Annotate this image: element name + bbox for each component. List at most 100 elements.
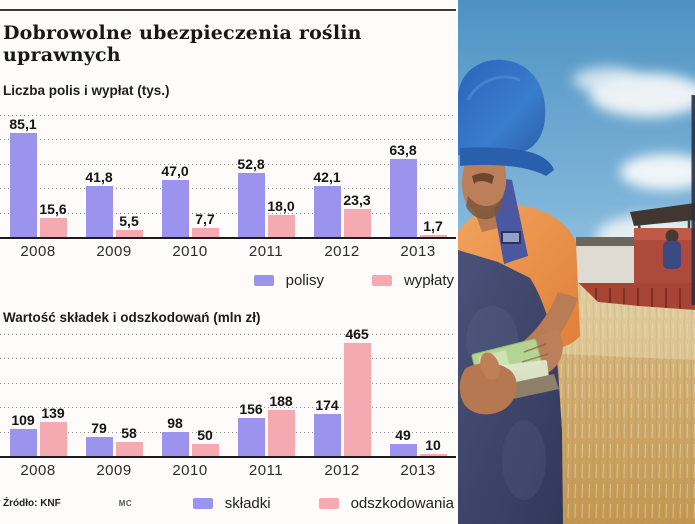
- x-axis-label: 2011: [248, 462, 284, 479]
- value-label: 15,6: [39, 200, 67, 217]
- chart2-legend: składki odszkodowania: [192, 495, 454, 512]
- footer-row: Źródło: KNF MC składki odszkodowania: [3, 495, 454, 512]
- strap-buckle: [501, 231, 521, 244]
- bar-group-2011: 156 188: [228, 334, 304, 456]
- bar-group-2012: 42,1 23,3: [304, 115, 380, 237]
- gridline: [0, 188, 456, 190]
- driver-body: [663, 241, 681, 269]
- page-title: Dobrowolne ubezpieczenia roślin uprawnyc…: [3, 22, 362, 66]
- chart-polisy-wyplaty: Liczba polis i wypłat (tys.) 85,1 15,6 41,…: [0, 83, 458, 289]
- farmer: [458, 59, 580, 524]
- legend-label-wyplaty: wypłaty: [403, 272, 454, 289]
- bar-group-2012: 174 465: [304, 326, 380, 456]
- bar-wypłaty-2008: 15,6: [39, 201, 67, 237]
- value-label: 50: [197, 426, 213, 443]
- value-label: 98: [167, 415, 183, 432]
- value-label: 109: [11, 412, 35, 429]
- gridline: [0, 212, 456, 214]
- chart1-legend: polisy wypłaty: [0, 272, 454, 289]
- x-axis-label: 2010: [172, 462, 208, 479]
- bar-group-2010: 47,0 7,7: [152, 115, 228, 237]
- bar-group-2010: 98 50: [152, 334, 228, 456]
- overalls-highlight-2: [502, 420, 546, 500]
- value-label: 465: [345, 325, 369, 342]
- bar-group-2008: 109 139: [0, 334, 76, 456]
- bar-polisy-2013: 63,8: [389, 142, 417, 237]
- chart1-gridlines: [0, 115, 456, 237]
- bar-składki-2011: 156: [237, 401, 265, 456]
- bar-group-2013: 49 10: [380, 334, 456, 456]
- value-label: 41,8: [85, 169, 113, 186]
- driver-head: [665, 229, 679, 243]
- cab-top-band: [576, 237, 634, 246]
- bar-group-2009: 41,8 5,5: [76, 115, 152, 237]
- bar-odszkodowania-2010: 50: [191, 427, 219, 456]
- legend-label-skladki: składki: [224, 495, 271, 512]
- chart1-title: Liczba polis i wypłat (tys.): [3, 83, 170, 98]
- x-axis-label: 2010: [172, 243, 208, 260]
- bar-group-2011: 52,8 18,0: [228, 115, 304, 237]
- gridline: [0, 407, 456, 409]
- value-label: 79: [91, 419, 107, 436]
- value-label: 5,5: [119, 213, 139, 230]
- bar-odszkodowania-2008: 139: [39, 405, 67, 456]
- bar-odszkodowania-2009: 58: [115, 425, 143, 456]
- blue-cap-brim: [460, 147, 554, 176]
- photo-edge-strip: [691, 95, 695, 305]
- bar-group-2008: 85,1 15,6: [0, 115, 76, 237]
- chart2-x-axis-labels: 2008 2009 2010 2011 2012 2013: [0, 458, 456, 479]
- bar-składki-2009: 79: [85, 420, 113, 456]
- bar-składki-2012: 174: [313, 397, 341, 456]
- source-label: Źródło: KNF: [3, 498, 61, 509]
- bar-wypłaty-2013: 1,7: [419, 218, 447, 237]
- combine-canopy-roof: [630, 203, 695, 226]
- x-axis-label: 2013: [400, 462, 436, 479]
- legend-label-polisy: polisy: [285, 272, 324, 289]
- finger-line: [523, 343, 547, 353]
- value-label: 174: [315, 396, 339, 413]
- value-label: 156: [239, 400, 263, 417]
- farmer-photo: [458, 0, 695, 524]
- credit-label: MC: [118, 499, 133, 508]
- farmer-photo-illustration: [458, 0, 695, 524]
- gridline: [0, 382, 456, 384]
- value-label: 42,1: [313, 168, 341, 185]
- value-label: 1,7: [423, 217, 443, 234]
- gridline: [0, 163, 456, 165]
- bar-wypłaty-2009: 5,5: [115, 213, 143, 237]
- bar-group-2013: 63,8 1,7: [380, 115, 456, 237]
- legend-swatch-odszkodowania: [318, 498, 339, 509]
- value-label: 188: [269, 393, 293, 410]
- bar-odszkodowania-2011: 188: [267, 393, 295, 456]
- legend-swatch-wyplaty: [371, 275, 392, 286]
- bar-polisy-2008: 85,1: [9, 116, 37, 237]
- bar-wypłaty-2011: 18,0: [267, 198, 295, 237]
- bar-odszkodowania-2012: 465: [343, 326, 371, 456]
- chart-skladki-odszkodowania: Wartość składek i odszkodowań (mln zł) 1…: [0, 310, 458, 479]
- bar-polisy-2009: 41,8: [85, 169, 113, 237]
- x-axis-label: 2008: [20, 243, 56, 260]
- value-label: 52,8: [237, 155, 265, 172]
- gridline: [0, 115, 456, 116]
- chart1-bars: 85,1 15,6 41,8 5,5 47,0 7,7 52,8 18,0 42,1 23,3 63…: [0, 115, 456, 237]
- value-label: 10: [425, 436, 441, 453]
- gridline: [0, 334, 456, 335]
- value-label: 139: [41, 405, 65, 422]
- chart2-bars: 109 139 79 58 98 50 156 188 174 465 49 10: [0, 326, 456, 456]
- top-rule: [0, 9, 456, 11]
- combine-harvester: [560, 203, 695, 315]
- gridline: [0, 139, 456, 141]
- legend-label-odszkodowania: odszkodowania: [350, 495, 454, 512]
- value-label: 47,0: [161, 162, 189, 179]
- stubble-beard: [466, 196, 503, 220]
- chart2-title: Wartość składek i odszkodowań (mln zł): [3, 310, 261, 325]
- chart1-x-axis: [0, 237, 456, 239]
- bar-wypłaty-2010: 7,7: [191, 211, 219, 237]
- combine-body-top: [634, 228, 695, 240]
- cap-seam: [466, 75, 521, 101]
- chart1-plot-area: 85,1 15,6 41,8 5,5 47,0 7,7 52,8 18,0 42,1 23,3 63…: [0, 115, 456, 237]
- value-label: 49: [395, 427, 411, 444]
- x-axis-label: 2008: [20, 462, 56, 479]
- x-axis-label: 2012: [324, 243, 360, 260]
